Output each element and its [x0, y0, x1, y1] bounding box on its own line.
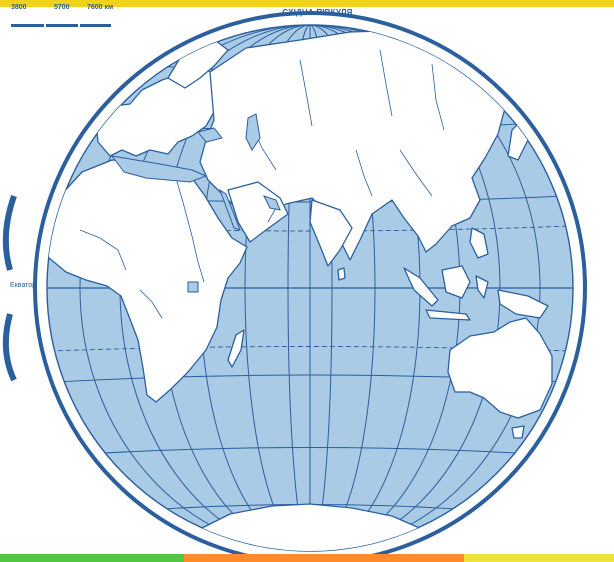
scale-label-2: 5700: [54, 4, 70, 11]
new-zealand: [569, 397, 573, 425]
kamchatka: [509, 53, 541, 97]
equator-label: Екватор: [10, 282, 37, 289]
scale-label-1: 3800: [11, 4, 27, 11]
madagascar: [227, 329, 245, 368]
left-arc-mark-upper: [2, 195, 17, 271]
bottom-color-band: [0, 554, 614, 562]
outer-frame-ring: [33, 11, 587, 562]
scale-label-3: 7600 км: [87, 4, 114, 11]
arabia: [227, 181, 289, 243]
lake-victoria: [187, 281, 199, 293]
new-guinea: [497, 289, 549, 319]
rivers: [79, 49, 445, 319]
bottom-band-yellow: [464, 554, 614, 562]
bottom-band-green: [0, 554, 184, 562]
java: [425, 309, 471, 321]
tasmania: [511, 425, 525, 439]
inland-seas: [110, 113, 281, 293]
australia: [447, 317, 553, 419]
india: [309, 199, 353, 267]
red-sea: [219, 188, 241, 231]
caspian-sea: [245, 113, 261, 151]
map-title: СХІДНА ПІВКУЛЯ: [282, 8, 353, 17]
sumatra: [403, 267, 439, 307]
map-scale: 3800 5700 7600 км: [8, 4, 128, 38]
top-yellow-band: [0, 0, 614, 7]
sri-lanka: [337, 267, 346, 281]
scale-line: [11, 24, 111, 27]
sulawesi: [475, 275, 489, 299]
left-arc-mark-lower: [2, 313, 17, 382]
bottom-band-orange: [184, 554, 464, 562]
black-sea: [197, 127, 223, 143]
mediterranean-sea: [110, 155, 208, 183]
philippines: [469, 227, 489, 259]
persian-gulf: [263, 195, 281, 211]
borneo: [441, 265, 471, 299]
